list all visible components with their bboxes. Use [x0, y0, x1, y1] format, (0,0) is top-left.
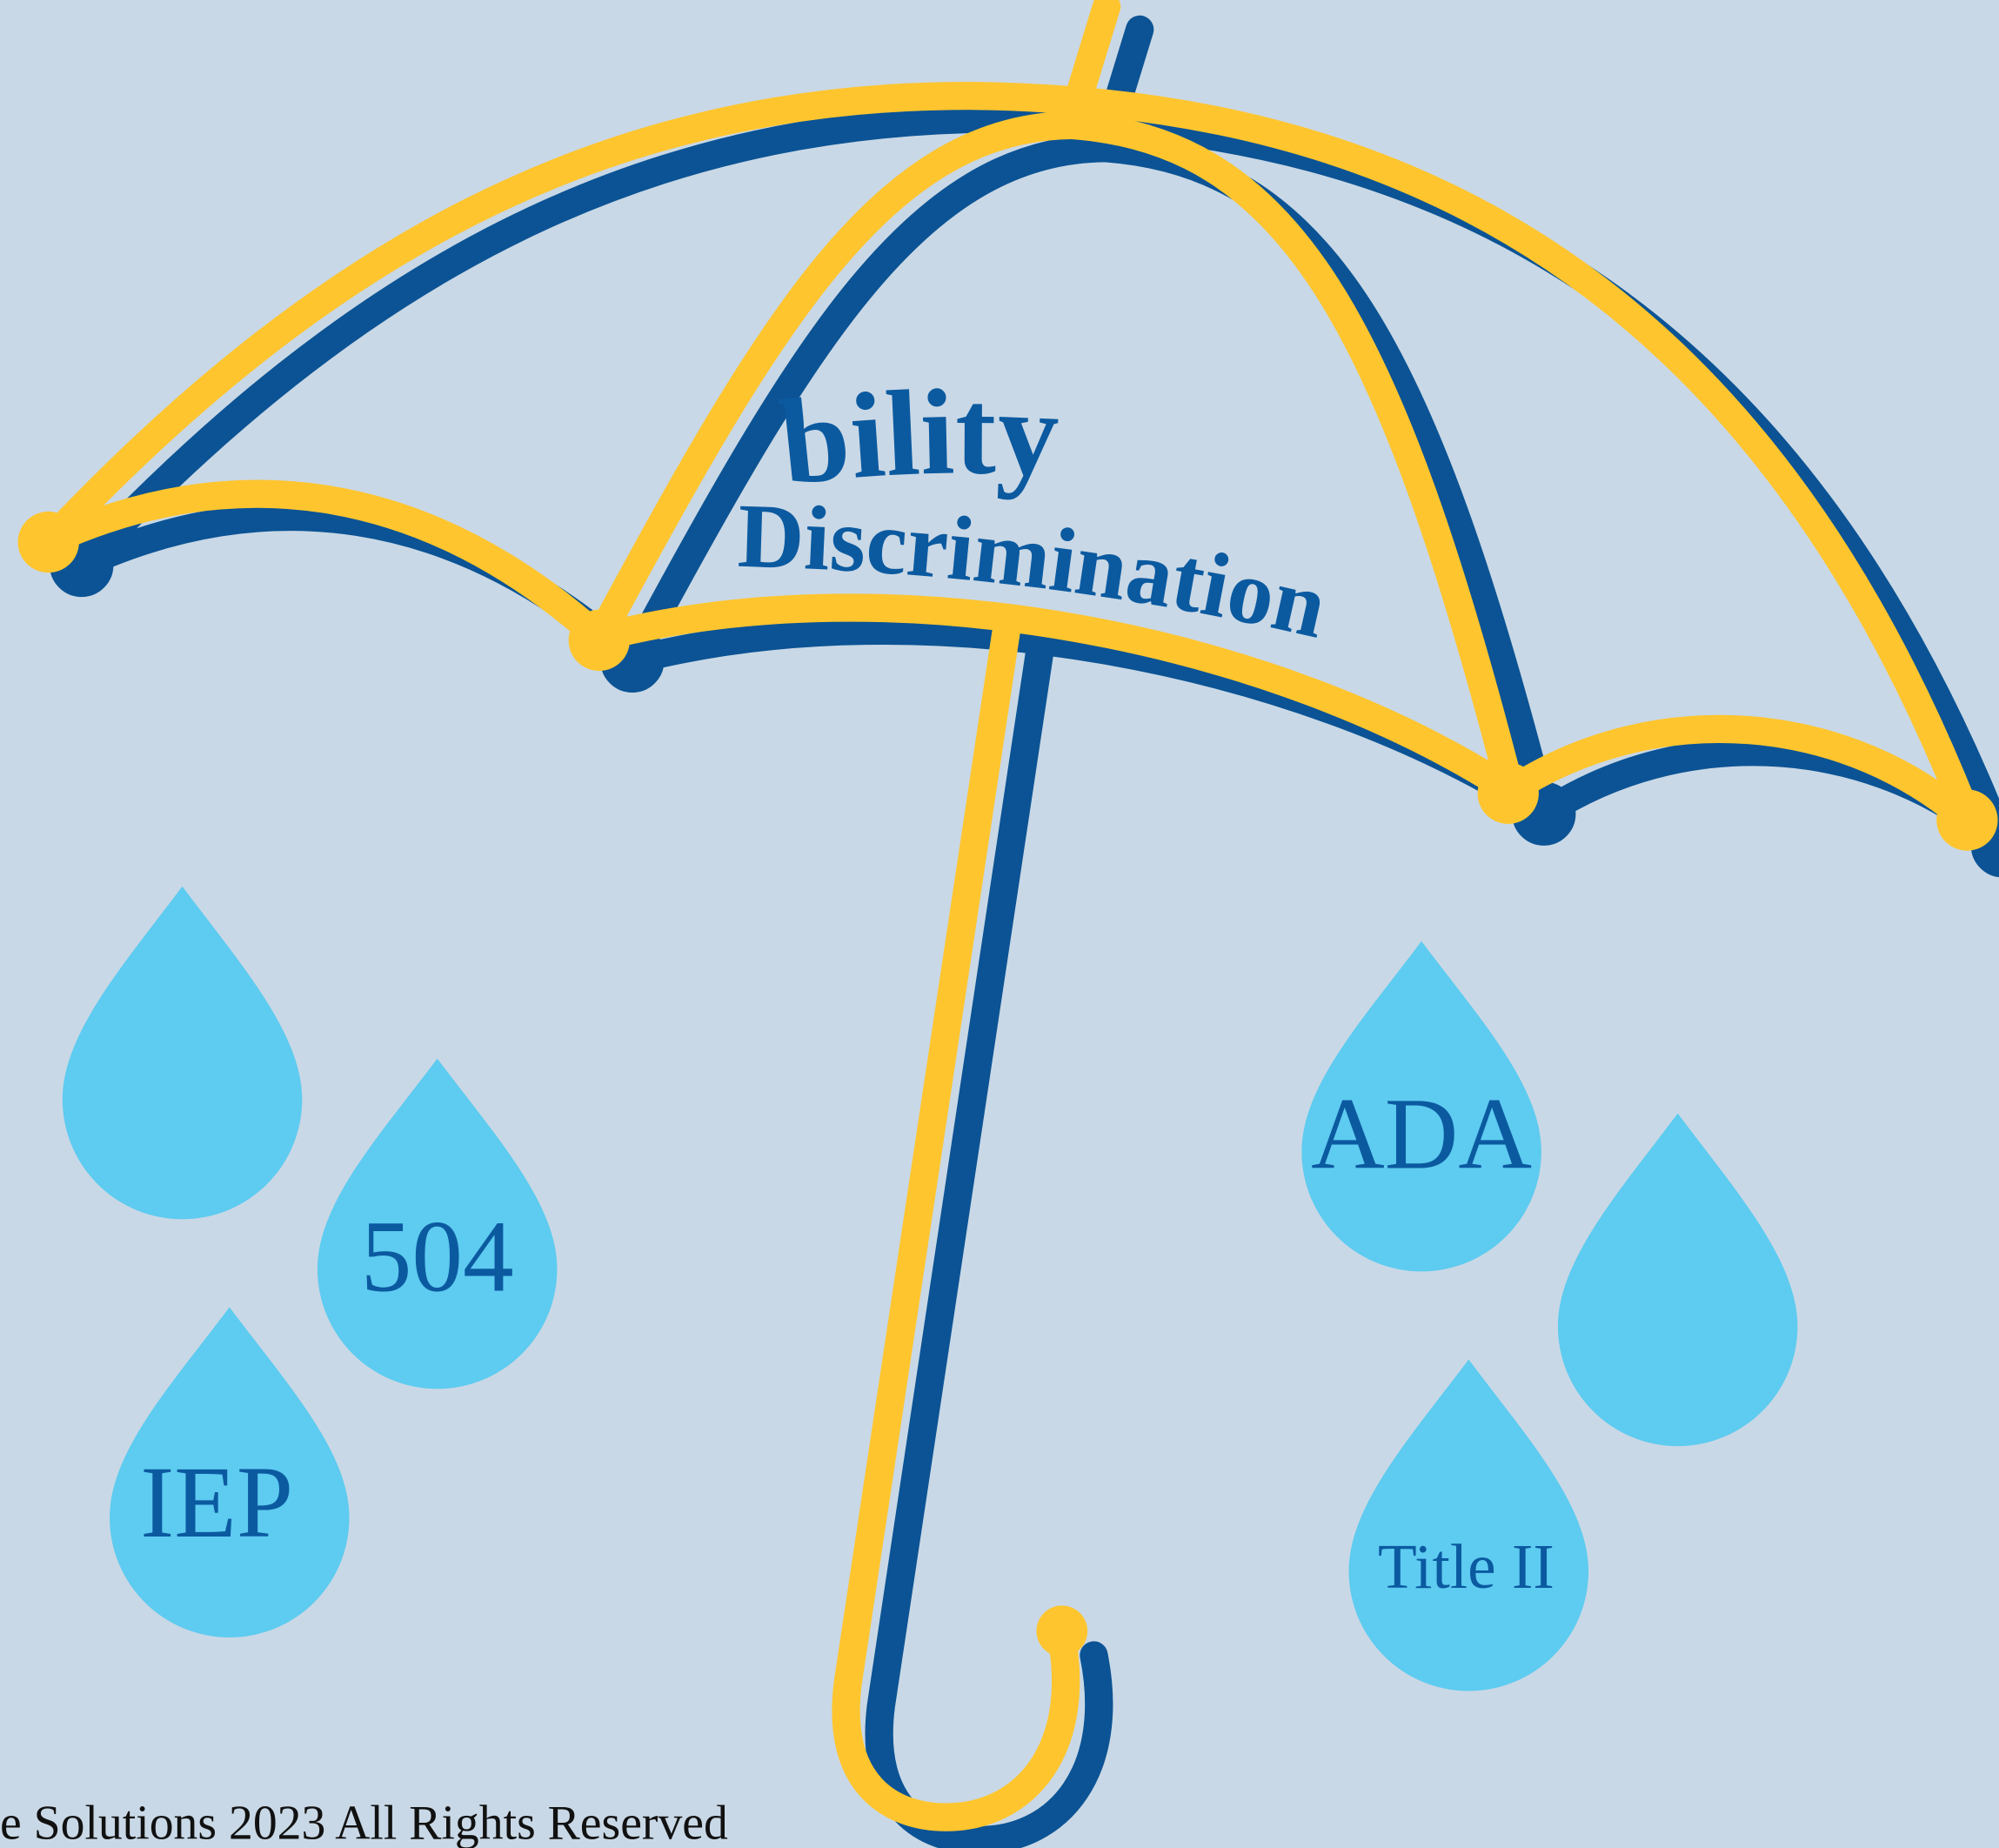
drop-label: IEP — [140, 1447, 293, 1559]
footer: e Solutions 2023 All Rights Reserved — [0, 1797, 728, 1848]
drop-label: ADA — [1311, 1079, 1532, 1191]
illustration: Disability Discrimination 504 IEP ADA Ti… — [0, 0, 1999, 1848]
drop-label: 504 — [361, 1201, 514, 1313]
drop-label: Title II — [1378, 1531, 1554, 1602]
